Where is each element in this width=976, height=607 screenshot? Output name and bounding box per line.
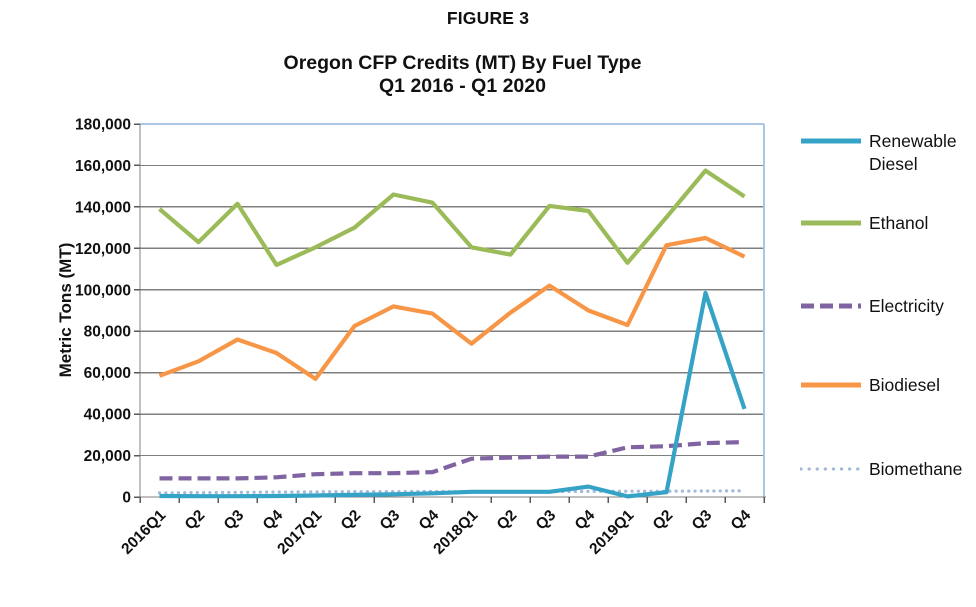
legend-swatch-biomethane [800,467,862,471]
y-tick-label: 80,000 [84,324,131,341]
y-tick-label: 0 [122,490,131,507]
x-tick-label-q2: Q2 [494,507,521,534]
legend-item-electricity: Electricity [800,295,975,318]
x-tick-label-q3: Q3 [221,507,248,534]
legend-label-electricity: Electricity [869,296,944,316]
chart-title-line2: Q1 2016 - Q1 2020 [379,75,546,97]
legend-item-biomethane: Biomethane [800,458,975,481]
y-tick-label: 40,000 [84,407,131,424]
series-line-electricity [159,440,745,481]
y-tick-label: 120,000 [75,241,131,258]
series-line-ethanol [158,168,746,267]
legend-item-biodiesel: Biodiesel [800,374,975,397]
x-tick-label-2019q1: 2019Q1 [586,507,637,558]
legend-label-ethanol: Ethanol [869,213,929,233]
y-tick-label: 100,000 [75,282,131,299]
x-tick-label-q2: Q2 [650,507,677,534]
x-tick-label-q4: Q4 [416,507,443,534]
y-tick-label: 160,000 [75,158,131,175]
y-tick-label: 20,000 [84,448,131,465]
x-tick-label-2018q1: 2018Q1 [430,507,481,558]
legend-swatch-ethanol [801,220,861,226]
x-tick-label-q4: Q4 [572,507,599,534]
x-tick-label-q2: Q2 [182,507,209,534]
legend-item-ethanol: Ethanol [800,212,975,235]
chart-title-line1: Oregon CFP Credits (MT) By Fuel Type [283,52,642,74]
x-tick-label-2017q1: 2017Q1 [274,507,325,558]
x-tick-label-2016q1: 2016Q1 [118,507,169,558]
legend-label-biomethane: Biomethane [869,459,963,479]
x-tick-label-q3: Q3 [377,507,404,534]
legend: Renewable Diesel Ethanol Electricity Biodie… [800,0,976,607]
series-line-renewable-diesel [159,290,747,499]
chart-title: Oregon CFP Credits (MT) By Fuel Type Q1 … [140,52,785,98]
legend-swatch-electricity [801,303,861,309]
x-tick-label-q2: Q2 [338,507,365,534]
y-tick-label: 60,000 [84,365,131,382]
x-tick-label-q4: Q4 [260,507,287,534]
series-line-biodiesel [158,235,746,381]
legend-item-renewable-diesel: Renewable Diesel [800,130,975,176]
legend-swatch-biodiesel [801,382,861,388]
figure-label: FIGURE 3 [446,8,530,28]
legend-swatch-renewable-diesel [801,138,861,144]
legend-label-renewable-diesel: Renewable Diesel [869,131,957,174]
legend-label-biodiesel: Biodiesel [869,375,941,395]
y-tick-label: 140,000 [75,199,131,216]
x-tick-label-q4: Q4 [728,507,755,534]
y-tick-label: 180,000 [75,117,131,134]
x-tick-label-q3: Q3 [689,507,716,534]
x-tick-label-q3: Q3 [533,507,560,534]
